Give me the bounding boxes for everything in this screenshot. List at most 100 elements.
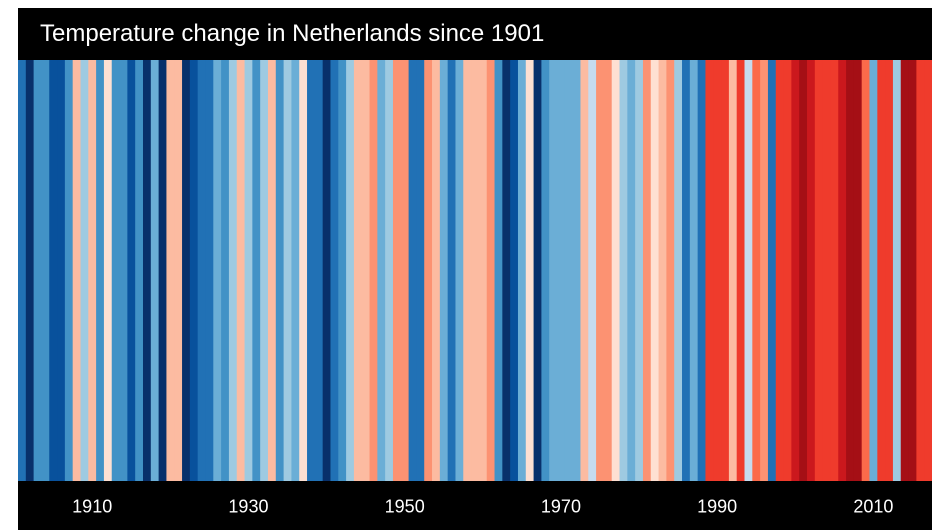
stripe-1943 bbox=[346, 60, 355, 481]
stripe-1952 bbox=[416, 60, 425, 481]
stripe-1966 bbox=[525, 60, 535, 481]
stripe-1936 bbox=[291, 60, 300, 481]
stripe-1922 bbox=[182, 60, 191, 481]
stripe-1953 bbox=[424, 60, 433, 481]
stripe-2003 bbox=[814, 60, 824, 481]
stripe-1912 bbox=[103, 60, 113, 481]
stripe-1940 bbox=[322, 60, 332, 481]
stripe-1939 bbox=[314, 60, 324, 481]
stripe-1932 bbox=[260, 60, 269, 481]
stripe-2001 bbox=[799, 60, 808, 481]
stripe-2002 bbox=[807, 60, 816, 481]
stripe-1941 bbox=[330, 60, 339, 481]
stripe-1999 bbox=[783, 60, 792, 481]
stripe-1904 bbox=[41, 60, 50, 481]
stripe-1906 bbox=[57, 60, 66, 481]
stripe-1909 bbox=[80, 60, 89, 481]
x-tick-labels: 1910 1930 1950 1970 1990 2010 bbox=[72, 497, 893, 517]
stripe-1977 bbox=[611, 60, 621, 481]
chart-title: Temperature change in Netherlands since … bbox=[40, 20, 545, 47]
stripe-2005 bbox=[830, 60, 839, 481]
chart-frame: Temperature change in Netherlands since … bbox=[18, 8, 932, 530]
stripe-1955 bbox=[439, 60, 449, 481]
stripe-2009 bbox=[861, 60, 871, 481]
stripe-1986 bbox=[682, 60, 691, 481]
stripe-1991 bbox=[721, 60, 730, 481]
stripe-1910 bbox=[88, 60, 97, 481]
stripe-2017 bbox=[924, 60, 932, 481]
stripe-1957 bbox=[455, 60, 464, 481]
stripe-1948 bbox=[385, 60, 394, 481]
stripe-1964 bbox=[510, 60, 519, 481]
stripe-1928 bbox=[228, 60, 238, 481]
stripe-1913 bbox=[111, 60, 121, 481]
stripe-1907 bbox=[64, 60, 74, 481]
stripe-1998 bbox=[775, 60, 785, 481]
stripe-1944 bbox=[353, 60, 363, 481]
stripe-2011 bbox=[877, 60, 886, 481]
stripe-1979 bbox=[627, 60, 636, 481]
stripe-1918 bbox=[150, 60, 160, 481]
stripe-1926 bbox=[213, 60, 222, 481]
stripe-1967 bbox=[533, 60, 542, 481]
stripe-1974 bbox=[588, 60, 597, 481]
stripe-1995 bbox=[752, 60, 761, 481]
stripe-1947 bbox=[377, 60, 386, 481]
stripe-1962 bbox=[494, 60, 503, 481]
stripe-1963 bbox=[502, 60, 511, 481]
stripe-1960 bbox=[478, 60, 488, 481]
stripe-1976 bbox=[603, 60, 613, 481]
stripe-1950 bbox=[400, 60, 410, 481]
stripe-2015 bbox=[908, 60, 917, 481]
x-tick-label: 1910 bbox=[72, 497, 112, 517]
stripe-1969 bbox=[549, 60, 558, 481]
stripe-1984 bbox=[666, 60, 675, 481]
stripe-1927 bbox=[221, 60, 230, 481]
stripe-1954 bbox=[432, 60, 441, 481]
x-tick-label: 1970 bbox=[541, 497, 581, 517]
stripe-1935 bbox=[283, 60, 293, 481]
stripe-1901 bbox=[18, 60, 27, 481]
stripe-1994 bbox=[744, 60, 753, 481]
stripe-2000 bbox=[791, 60, 800, 481]
stripe-2010 bbox=[869, 60, 878, 481]
stripe-1968 bbox=[541, 60, 550, 481]
stripe-bars bbox=[18, 60, 932, 481]
stripe-1958 bbox=[463, 60, 472, 481]
stripe-1997 bbox=[767, 60, 777, 481]
stripe-1917 bbox=[142, 60, 152, 481]
stripe-1938 bbox=[307, 60, 316, 481]
stripe-1989 bbox=[705, 60, 714, 481]
stripe-1981 bbox=[642, 60, 652, 481]
stripe-1990 bbox=[713, 60, 722, 481]
stripe-2007 bbox=[846, 60, 855, 481]
stripe-2004 bbox=[822, 60, 832, 481]
warming-stripes-chart: 1910 1930 1950 1970 1990 2010 bbox=[18, 60, 932, 517]
stripe-1959 bbox=[471, 60, 480, 481]
stripe-1924 bbox=[197, 60, 207, 481]
stripe-1988 bbox=[697, 60, 707, 481]
stripe-1933 bbox=[267, 60, 277, 481]
stripe-1972 bbox=[572, 60, 582, 481]
stripe-1970 bbox=[557, 60, 566, 481]
stripe-1951 bbox=[408, 60, 418, 481]
stripe-1980 bbox=[635, 60, 644, 481]
stripe-1920 bbox=[166, 60, 175, 481]
stripe-1961 bbox=[486, 60, 496, 481]
stripe-1937 bbox=[299, 60, 308, 481]
stripe-1983 bbox=[658, 60, 667, 481]
stripe-1921 bbox=[174, 60, 183, 481]
stripe-1905 bbox=[49, 60, 58, 481]
stripe-1915 bbox=[127, 60, 136, 481]
stripe-1993 bbox=[736, 60, 746, 481]
x-tick-label: 2010 bbox=[853, 497, 893, 517]
stripe-1914 bbox=[119, 60, 128, 481]
stripe-1930 bbox=[244, 60, 253, 481]
stripe-1945 bbox=[361, 60, 371, 481]
x-tick-label: 1990 bbox=[697, 497, 737, 517]
stripe-1929 bbox=[236, 60, 246, 481]
stripe-1985 bbox=[674, 60, 683, 481]
stripe-1965 bbox=[517, 60, 527, 481]
stripe-2016 bbox=[916, 60, 925, 481]
stripe-1923 bbox=[189, 60, 199, 481]
